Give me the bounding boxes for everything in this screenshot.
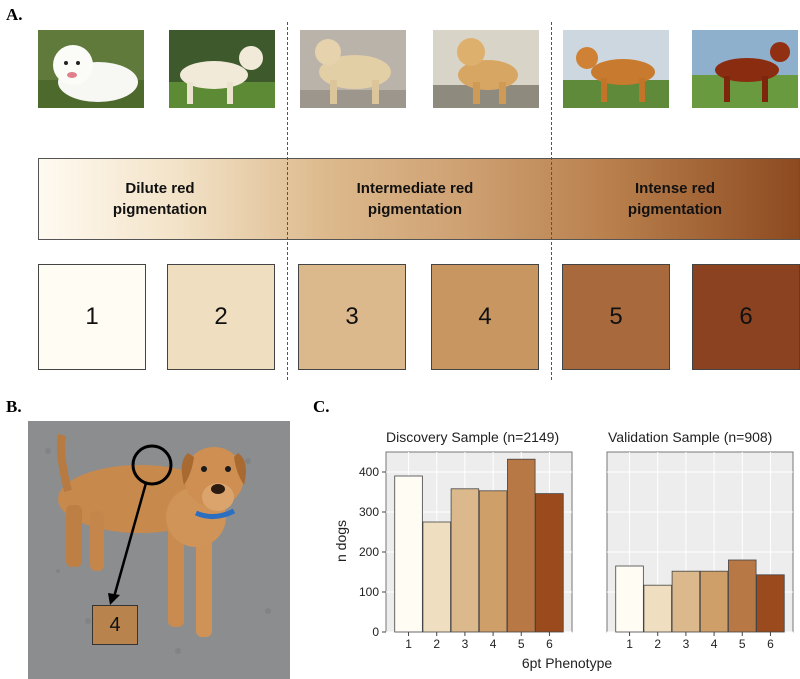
dilute-intermediate-divider (287, 22, 288, 380)
phenotype-swatch-label: 1 (85, 303, 99, 330)
bar-validation-3 (671, 570, 701, 633)
panel-b-letter: B. (6, 397, 22, 416)
phenotype-swatch-label: 4 (478, 303, 492, 330)
intense-label-line2: pigmentation (627, 201, 723, 218)
phenotype-swatch-6: 6 (692, 264, 800, 370)
phenotype-swatch-5: 5 (562, 264, 670, 370)
west-highland-terrier-photo (38, 30, 144, 108)
y-tick-label: 100 (359, 585, 379, 599)
y-tick-label: 0 (372, 625, 379, 639)
intense-label-line1: Intense red (634, 180, 716, 197)
example-swatch-label: 4 (109, 613, 121, 636)
bar-discovery-4 (478, 490, 508, 633)
x-tick-label: 3 (683, 637, 690, 651)
pigmentation-gradient-bar (38, 158, 800, 240)
mixed-breed-dog-photo: 4 (28, 421, 290, 679)
phenotype-swatch-label: 3 (345, 303, 359, 330)
phenotype-swatch-3: 3 (298, 264, 406, 370)
example-phenotype-swatch: 4 (92, 605, 138, 645)
intermediate-red-label: Intermediate red pigmentation (315, 178, 515, 220)
x-tick-label: 1 (405, 637, 412, 651)
facet-title-validation: Validation Sample (n=908) (608, 429, 773, 445)
panel-c-letter: C. (313, 397, 330, 416)
y-tick-label: 300 (359, 505, 379, 519)
labrador-retriever-photo (169, 30, 275, 108)
bar-validation-2 (643, 584, 672, 633)
bar-discovery-1 (394, 475, 423, 633)
y-axis-label: n dogs (333, 520, 349, 562)
phenotype-swatch-label: 6 (739, 303, 753, 330)
x-tick-label: 3 (462, 637, 469, 651)
phenotype-swatch-2: 2 (167, 264, 275, 370)
bar-discovery-5 (507, 458, 536, 633)
dilute-label-line2: pigmentation (112, 201, 208, 218)
phenotype-swatch-label: 2 (214, 303, 228, 330)
bar-discovery-6 (535, 493, 564, 633)
intense-red-label: Intense red pigmentation (585, 178, 765, 220)
x-tick-label: 2 (433, 637, 440, 651)
x-tick-label: 2 (654, 637, 661, 651)
dilute-label-line1: Dilute red (125, 180, 195, 197)
x-tick-label: 5 (739, 637, 746, 651)
x-tick-label: 1 (626, 637, 633, 651)
dilute-red-label: Dilute red pigmentation (70, 178, 250, 220)
bar-validation-1 (615, 565, 644, 633)
x-tick-label: 4 (490, 637, 497, 651)
x-axis-label: 6pt Phenotype (522, 655, 613, 671)
wheaten-terrier-photo (300, 30, 406, 108)
y-tick-label: 200 (359, 545, 379, 559)
x-tick-label: 6 (546, 637, 553, 651)
facet-title-discovery: Discovery Sample (n=2149) (386, 429, 560, 445)
intermediate-label-line1: Intermediate red (356, 180, 474, 197)
y-tick-label: 400 (359, 465, 379, 479)
x-tick-label: 6 (767, 637, 774, 651)
phenotype-swatch-4: 4 (431, 264, 539, 370)
golden-retriever-photo (433, 30, 539, 108)
x-tick-label: 4 (711, 637, 718, 651)
irish-setter-photo (692, 30, 798, 108)
bar-validation-6 (756, 574, 785, 633)
phenotype-swatch-1: 1 (38, 264, 146, 370)
panel-a-letter: A. (6, 5, 23, 24)
bar-discovery-2 (422, 521, 451, 633)
intermediate-label-line2: pigmentation (367, 201, 463, 218)
bar-validation-5 (728, 559, 757, 633)
x-tick-label: 5 (518, 637, 525, 651)
phenotype-swatch-label: 5 (609, 303, 623, 330)
bar-discovery-3 (450, 488, 480, 633)
toller-photo (563, 30, 669, 108)
bar-validation-4 (699, 570, 729, 633)
intermediate-intense-divider (551, 22, 552, 380)
